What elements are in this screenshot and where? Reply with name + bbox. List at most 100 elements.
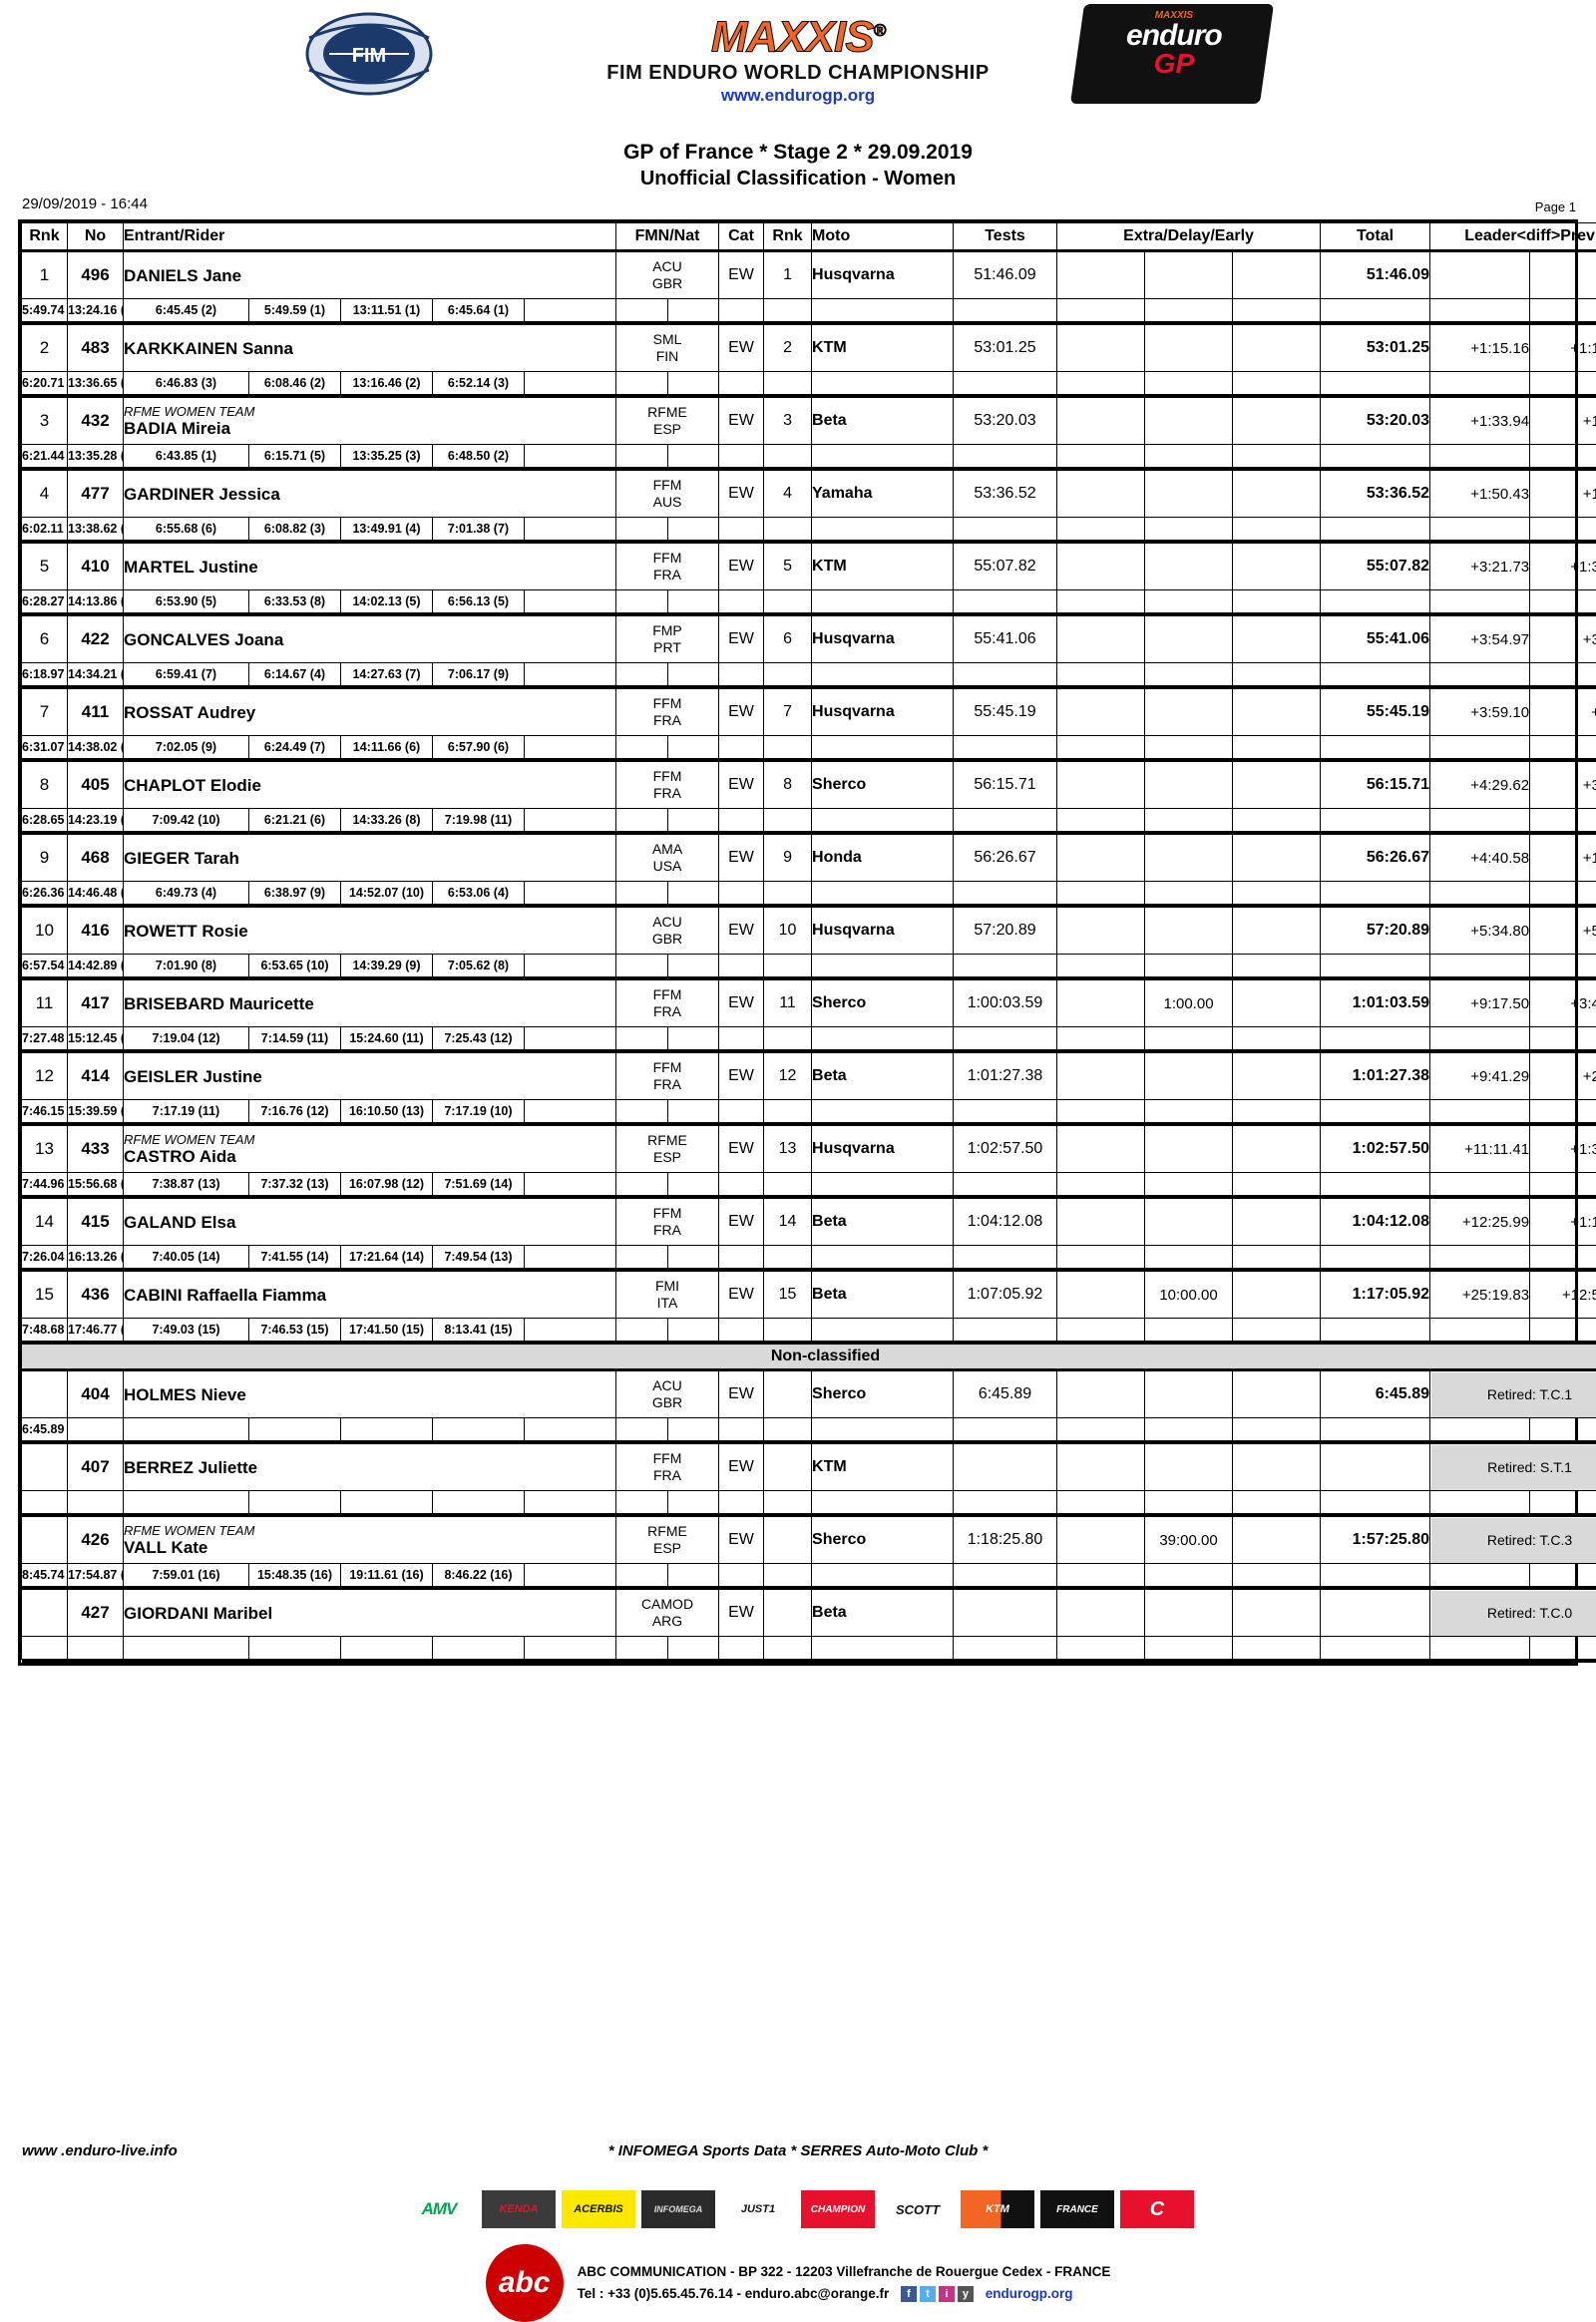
cell-prev-diff: +10.96 [1530, 834, 1596, 882]
cell-prev-diff: +1:31.30 [1530, 543, 1596, 590]
cell-prev-diff: +33.24 [1530, 615, 1596, 663]
cell-split-empty [719, 372, 764, 395]
rider-name: HOLMES Nieve [124, 1385, 615, 1404]
twitter-icon[interactable]: t [920, 2286, 936, 2302]
cell-category: EW [719, 688, 764, 736]
fmn-code: SML [616, 331, 718, 348]
cell-split-empty [1057, 663, 1145, 686]
cell-tests: 1:04:12.08 [954, 1198, 1057, 1246]
cell-split-time: 7:44.96 (14) [22, 1173, 68, 1196]
cell-split-empty [1057, 955, 1145, 977]
fmn-code: RFME [616, 404, 718, 421]
cell-entrant-rider: GALAND Elsa [124, 1198, 616, 1246]
cell-split-empty [954, 1100, 1057, 1123]
cell-split-time: 7:49.54 (13) [433, 1246, 525, 1269]
rider-name: GEISLER Justine [124, 1067, 615, 1086]
cell-tests: 55:45.19 [954, 688, 1057, 736]
cell-split-time: 13:35.25 (3) [341, 445, 433, 468]
cell-prev-diff: +16.49 [1530, 470, 1596, 518]
cell-total: 57:20.89 [1321, 907, 1430, 955]
cell-split-time: 6:45.45 (2) [124, 299, 249, 322]
cell-rank: 3 [22, 397, 68, 445]
cell-split-empty [1233, 809, 1321, 832]
split-times-row: 8:45.74 (17)17:54.87 (16)7:59.01 (16)15:… [22, 1564, 1596, 1587]
cell-leader-diff: +1:15.16 [1430, 324, 1530, 372]
footer-site-link[interactable]: www .enduro-live.info [22, 2142, 178, 2159]
cell-total: 53:20.03 [1321, 397, 1430, 445]
cell-split-empty [812, 882, 954, 905]
header-logo-band: FIM MAXXIS® FIM ENDURO WORLD CHAMPIONSHI… [0, 0, 1596, 138]
cell-early [1233, 834, 1321, 882]
section-header-label: Non-classified [22, 1344, 1596, 1370]
cell-prev-diff: +3:42.70 [1530, 979, 1596, 1027]
col-rnk: Rnk [22, 223, 68, 251]
facebook-icon[interactable]: f [901, 2286, 917, 2302]
cell-category: EW [719, 251, 764, 299]
cell-category-rank [764, 1516, 812, 1564]
cell-split-time [433, 1637, 525, 1660]
cell-delay: 39:00.00 [1145, 1516, 1233, 1564]
cell-split-empty [668, 1491, 719, 1514]
cell-split-time: 15:39.59 (12) [68, 1100, 124, 1123]
cell-delay [1145, 834, 1233, 882]
cell-moto: Beta [812, 1052, 954, 1100]
instagram-icon[interactable]: i [939, 2286, 955, 2302]
cell-split-empty [719, 299, 764, 322]
cell-split-empty [812, 590, 954, 613]
cell-split-empty [812, 663, 954, 686]
cell-total: 55:41.06 [1321, 615, 1430, 663]
cell-split-empty [1145, 736, 1233, 759]
rider-name: VALL Kate [124, 1538, 615, 1557]
cell-split-empty [1145, 663, 1233, 686]
cell-split-time [433, 1491, 525, 1514]
cell-leader-diff: +3:54.97 [1430, 615, 1530, 663]
cell-split-time: 14:13.86 (5) [68, 590, 124, 613]
cell-split-empty [812, 1564, 954, 1587]
cell-split-empty [616, 1246, 668, 1269]
cell-split-empty [525, 1027, 616, 1050]
page-footer: www .enduro-live.info * INFOMEGA Sports … [0, 2142, 1596, 2322]
cell-moto: Sherco [812, 1370, 954, 1418]
cell-extra [1057, 324, 1145, 372]
cell-split-empty [1530, 518, 1596, 541]
status-badge: Retired: T.C.0 [1430, 1589, 1596, 1637]
status-badge: Retired: T.C.1 [1430, 1370, 1596, 1418]
youtube-icon[interactable]: y [958, 2286, 974, 2302]
cell-moto: Husqvarna [812, 615, 954, 663]
cell-moto: Husqvarna [812, 1125, 954, 1173]
cell-tests: 55:07.82 [954, 543, 1057, 590]
cell-number: 404 [68, 1370, 124, 1418]
cell-number: 426 [68, 1516, 124, 1564]
cell-split-empty [764, 1564, 812, 1587]
cell-extra [1057, 761, 1145, 809]
cell-early [1233, 1198, 1321, 1246]
cell-split-time: 7:14.59 (11) [249, 1027, 341, 1050]
cell-extra [1057, 1589, 1145, 1637]
cell-split-empty [719, 1418, 764, 1441]
cell-category-rank: 2 [764, 324, 812, 372]
endurogp-url-link[interactable]: endurogp.org [986, 2286, 1073, 2301]
cell-moto: KTM [812, 324, 954, 372]
rider-name: ROSSAT Audrey [124, 703, 615, 722]
split-times-row: 7:44.96 (14)15:56.68 (13)7:38.87 (13)7:3… [22, 1173, 1596, 1196]
cell-split-empty [1145, 445, 1233, 468]
cell-split-empty [954, 955, 1057, 977]
cell-split-empty [1321, 882, 1430, 905]
cell-split-empty [1233, 1027, 1321, 1050]
cell-rank: 4 [22, 470, 68, 518]
cell-split-empty [812, 518, 954, 541]
maxxis-url[interactable]: www.endurogp.org [589, 85, 1007, 107]
cell-extra [1057, 1516, 1145, 1564]
cell-split-empty [1530, 445, 1596, 468]
cell-total: 1:02:57.50 [1321, 1125, 1430, 1173]
cell-split-time: 14:52.07 (10) [341, 882, 433, 905]
cell-split-empty [1145, 1100, 1233, 1123]
cell-split-empty [525, 372, 616, 395]
cell-delay [1145, 688, 1233, 736]
